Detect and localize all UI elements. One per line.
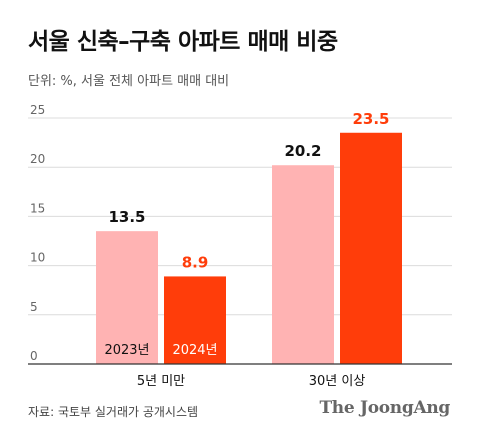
- bar: [164, 276, 226, 364]
- data-label: 13.5: [108, 208, 145, 226]
- chart-title: 서울 신축–구축 아파트 매매 비중: [28, 29, 338, 55]
- data-label: 8.9: [182, 253, 209, 271]
- bar: [340, 132, 402, 364]
- y-tick-label: 20: [30, 152, 45, 166]
- bar: [96, 231, 158, 364]
- y-tick-label: 5: [30, 300, 38, 314]
- series-label: 2023년: [104, 343, 149, 358]
- series-label: 2024년: [172, 343, 217, 358]
- category-label: 30년 이상: [309, 374, 366, 389]
- y-tick-label: 10: [30, 251, 45, 265]
- data-label: 23.5: [352, 110, 389, 128]
- category-label: 5년 미만: [137, 374, 185, 389]
- y-tick-label: 0: [30, 349, 38, 363]
- publisher-logo: The JoongAng: [319, 398, 450, 418]
- y-tick-label: 25: [30, 103, 45, 117]
- data-label: 20.2: [284, 142, 321, 160]
- source-note: 자료: 국토부 실거래가 공개시스템: [28, 405, 199, 419]
- chart-subtitle: 단위: %, 서울 전체 아파트 매매 대비: [28, 74, 230, 89]
- bar: [272, 165, 334, 364]
- y-tick-label: 15: [30, 201, 45, 215]
